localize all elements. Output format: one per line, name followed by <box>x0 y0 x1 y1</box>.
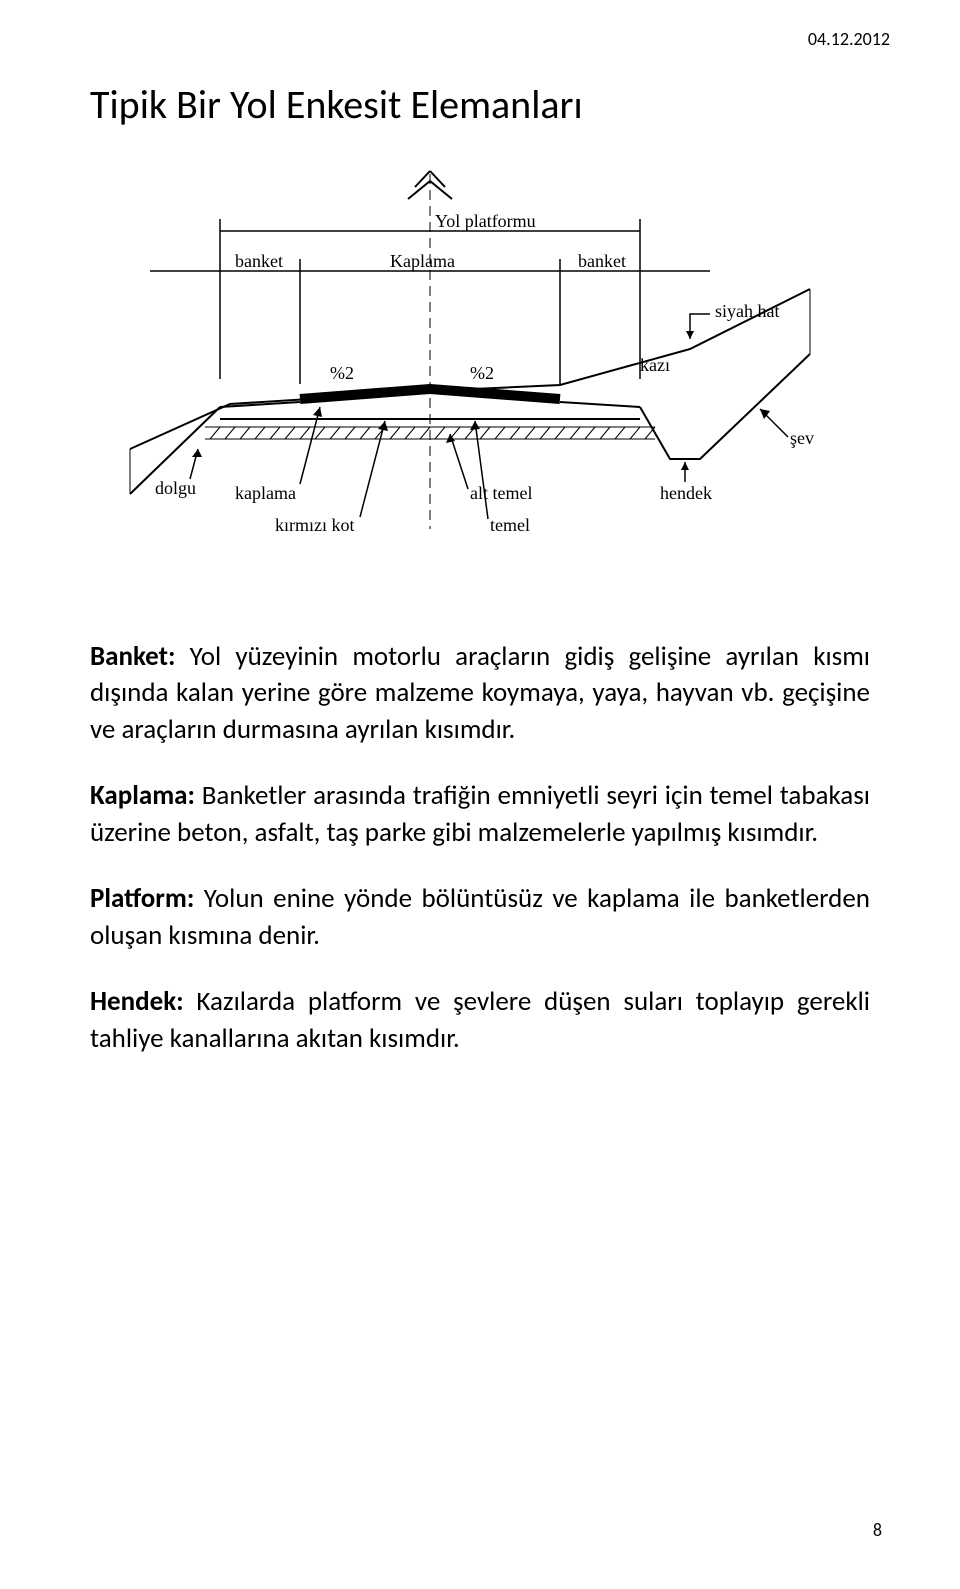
label-yol-platformu: Yol platformu <box>435 211 536 231</box>
label-banket-right: banket <box>578 251 626 271</box>
label-slope-left: %2 <box>330 363 354 383</box>
label-dolgu: dolgu <box>155 478 196 498</box>
body-text: Banket: Yol yüzeyinin motorlu araçların … <box>90 639 870 1057</box>
label-slope-right: %2 <box>470 363 494 383</box>
term-banket: Banket: <box>90 640 175 673</box>
page-number: 8 <box>873 1519 882 1541</box>
text-kaplama: Banketler arasında trafiğin emniyetli se… <box>90 779 870 848</box>
label-kirmizi-kot: kırmızı kot <box>275 515 355 535</box>
term-platform: Platform: <box>90 882 194 915</box>
para-banket: Banket: Yol yüzeyinin motorlu araçların … <box>90 639 870 748</box>
label-kaplama-top: Kaplama <box>390 251 455 271</box>
label-kaplama-bottom: kaplama <box>235 483 296 503</box>
term-hendek: Hendek: <box>90 985 184 1018</box>
label-temel: temel <box>490 515 530 535</box>
term-kaplama: Kaplama: <box>90 779 195 812</box>
label-hendek: hendek <box>660 483 712 503</box>
page-title: Tipik Bir Yol Enkesit Elemanları <box>90 80 870 129</box>
text-hendek: Kazılarda platform ve şevlere düşen sula… <box>90 985 870 1054</box>
cross-section-diagram: Yol platformu banket Kaplama banket siya… <box>90 159 870 599</box>
label-banket-left: banket <box>235 251 283 271</box>
text-banket: Yol yüzeyinin motorlu araçların gidiş ge… <box>90 640 870 746</box>
label-sev: şev <box>790 428 814 448</box>
page-date: 04.12.2012 <box>808 28 890 50</box>
page: 04.12.2012 Tipik Bir Yol Enkesit Elemanl… <box>0 0 960 1589</box>
para-hendek: Hendek: Kazılarda platform ve şevlere dü… <box>90 984 870 1057</box>
label-siyah-hat: siyah hat <box>715 301 780 321</box>
label-alt-temel: alt temel <box>470 483 532 503</box>
para-platform: Platform: Yolun enine yönde bölüntüsüz v… <box>90 881 870 954</box>
text-platform: Yolun enine yönde bölüntüsüz ve kaplama … <box>90 882 870 951</box>
para-kaplama: Kaplama: Banketler arasında trafiğin emn… <box>90 778 870 851</box>
